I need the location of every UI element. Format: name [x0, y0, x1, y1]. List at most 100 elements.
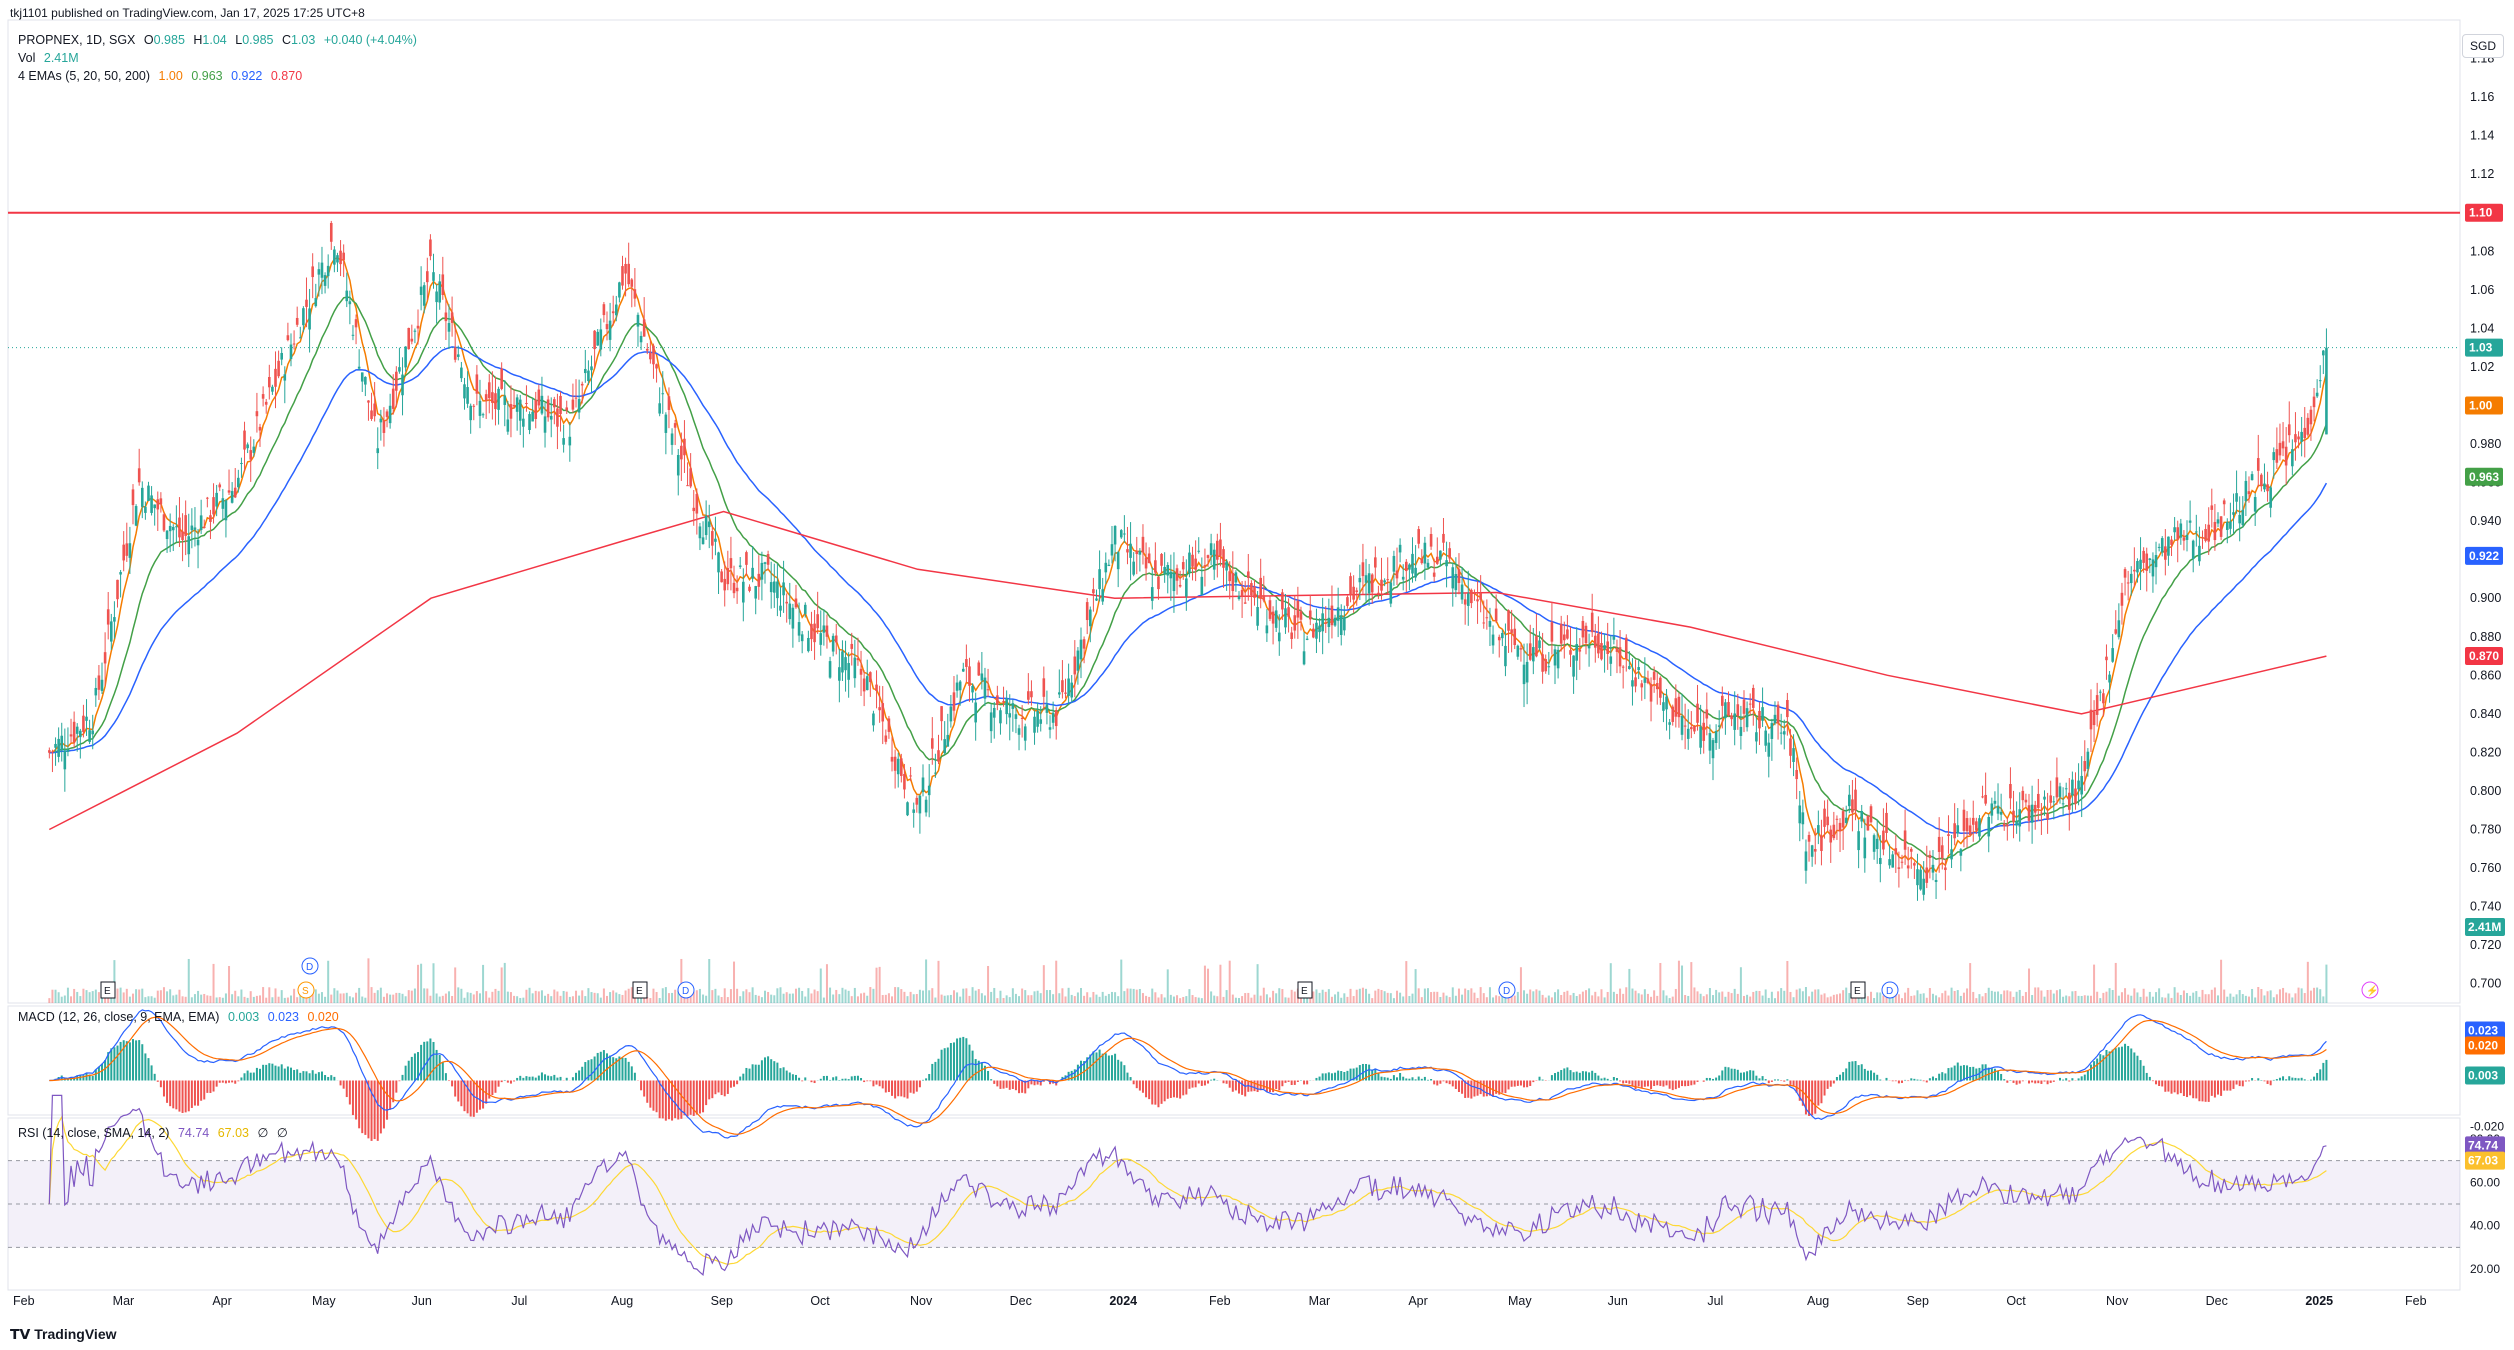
candle-body — [850, 643, 854, 649]
volume-bar — [2006, 990, 2009, 1003]
candle-body — [1996, 805, 2000, 814]
macd-hist-bar — [1327, 1072, 1330, 1081]
volume-bar — [1814, 989, 1817, 1003]
macd-hist-bar — [646, 1080, 649, 1103]
macd-hist-bar — [482, 1080, 485, 1109]
candle-body — [2322, 350, 2325, 356]
macd-hist-bar — [612, 1057, 615, 1081]
candle-body — [2111, 648, 2114, 662]
macd-hist-bar — [1368, 1064, 1371, 1081]
volume-bar — [624, 990, 627, 1003]
macd-hist-bar — [609, 1055, 612, 1081]
candle-body — [134, 506, 138, 526]
candle-body — [2269, 487, 2272, 508]
volume-bar — [581, 990, 584, 1003]
volume-bar — [240, 989, 243, 1003]
candle-body — [1175, 568, 1179, 581]
macd-hist-bar — [1829, 1080, 1832, 1087]
volume-bar — [1742, 995, 1745, 1003]
macd-hist-bar — [875, 1080, 878, 1085]
volume-bar — [565, 991, 568, 1003]
candle-body — [100, 679, 104, 691]
macd-hist-bar — [516, 1077, 519, 1081]
candle-body — [88, 730, 91, 742]
candle-body — [1563, 634, 1566, 641]
event-marker-label: D — [682, 986, 689, 997]
volume-bar — [1448, 997, 1451, 1003]
candle-body — [2133, 569, 2136, 572]
macd-hist-bar — [1727, 1067, 1730, 1081]
macd-hist-bar — [779, 1068, 782, 1081]
volume-bar — [1380, 989, 1383, 1003]
macd-hist-bar — [1972, 1066, 1975, 1081]
volume-bar — [993, 987, 996, 1003]
macd-hist-bar — [878, 1080, 881, 1087]
candle-body — [2201, 537, 2204, 539]
candle-body — [2294, 434, 2297, 443]
rsi-tick: 60.00 — [2470, 1175, 2500, 1189]
candle-body — [1993, 800, 1997, 804]
volume-bar — [1513, 995, 1516, 1003]
macd-hist-bar — [1107, 1055, 1110, 1081]
macd-hist-bar — [2263, 1080, 2266, 1082]
macd-hist-bar — [2278, 1077, 2281, 1081]
candle-body — [580, 383, 584, 386]
macd-hist-bar — [1541, 1079, 1544, 1081]
volume-bar — [1727, 991, 1730, 1003]
candle-body — [2074, 788, 2077, 804]
candle-body — [2253, 497, 2257, 512]
volume-bar — [720, 997, 723, 1003]
candle-body — [512, 404, 516, 407]
macd-hist-bar — [822, 1075, 825, 1081]
macd-hist-bar — [1845, 1068, 1848, 1081]
candle-body — [1259, 577, 1262, 599]
candle-body — [1312, 628, 1315, 638]
macd-hist-bar — [2266, 1080, 2269, 1084]
macd-hist-bar — [2015, 1080, 2018, 1085]
volume-bar — [1219, 964, 1222, 1003]
currency-button[interactable]: SGD — [2462, 34, 2504, 58]
volume-bar — [410, 990, 413, 1003]
candle-body — [1866, 815, 1870, 831]
candle-body — [890, 756, 894, 762]
hline-label: 1.10 — [2469, 206, 2493, 220]
candle-body — [838, 667, 841, 681]
macd-hist-bar — [367, 1080, 370, 1139]
candle-body — [2179, 523, 2183, 538]
volume-bar — [1176, 995, 1179, 1003]
candle-body — [1773, 714, 1777, 724]
candle-body — [119, 572, 122, 575]
volume-bar — [1451, 987, 1454, 1003]
candle-body — [1680, 716, 1684, 735]
macd-hist-bar — [221, 1080, 224, 1083]
macd-hist-bar — [655, 1080, 658, 1113]
volume-bar — [1969, 963, 1972, 1003]
candle-body — [1677, 696, 1681, 718]
macd-hist-bar — [2294, 1077, 2297, 1081]
volume-bar — [2151, 996, 2154, 1003]
candle-body — [2225, 522, 2229, 530]
macd-hist-bar — [819, 1078, 822, 1081]
candle-body — [958, 681, 962, 691]
macd-hist-bar — [1866, 1070, 1869, 1081]
candle-body — [875, 684, 878, 692]
time-tick: Apr — [1408, 1294, 1427, 1308]
volume-bar — [534, 990, 537, 1003]
macd-hist-bar — [782, 1067, 785, 1081]
candle-body — [2216, 519, 2220, 524]
volume-bar — [209, 995, 212, 1003]
volume-bar — [1541, 994, 1544, 1003]
price-tick: 1.04 — [2470, 321, 2494, 335]
macd-hist-bar — [1185, 1080, 1188, 1095]
volume-bar — [819, 968, 822, 1003]
candle-body — [298, 337, 302, 339]
candle-body — [153, 504, 156, 509]
price-tick: 0.700 — [2470, 977, 2501, 991]
macd-hist-bar — [1677, 1080, 1680, 1088]
volume-bar — [2089, 995, 2092, 1003]
candle-body — [2136, 561, 2139, 573]
candle-body — [1070, 682, 1074, 698]
macd-hist-bar — [1826, 1080, 1829, 1089]
ema-legend: 4 EMAs (5, 20, 50, 200) 1.00 0.963 0.922… — [18, 69, 307, 83]
